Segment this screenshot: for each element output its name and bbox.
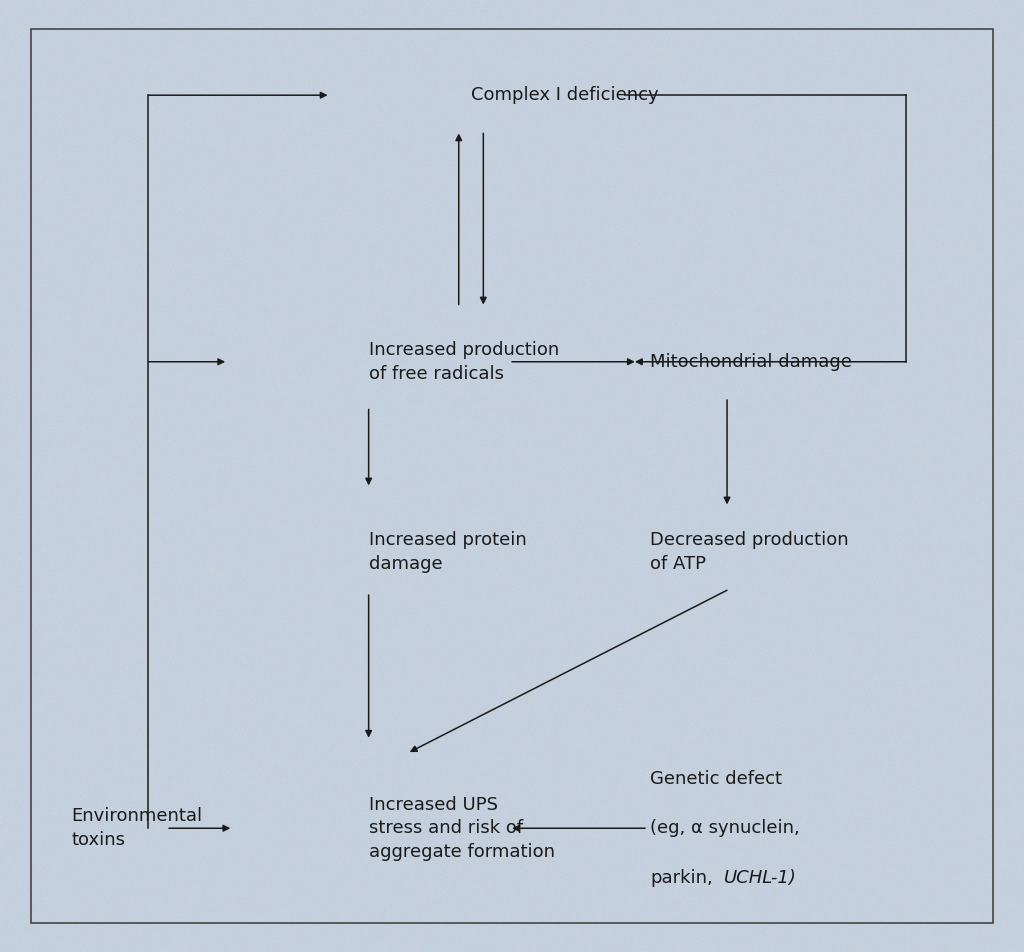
Text: parkin,: parkin, [650, 869, 713, 886]
Text: Environmental
toxins: Environmental toxins [72, 807, 203, 849]
Text: Increased production
of free radicals: Increased production of free radicals [369, 341, 559, 383]
Text: Increased UPS
stress and risk of
aggregate formation: Increased UPS stress and risk of aggrega… [369, 796, 555, 861]
Text: Complex I deficiency: Complex I deficiency [471, 87, 658, 104]
Text: Decreased production
of ATP: Decreased production of ATP [650, 531, 849, 573]
Text: (eg, α synuclein,: (eg, α synuclein, [650, 820, 800, 837]
Text: UCHL-1): UCHL-1) [724, 869, 797, 886]
Text: Mitochondrial damage: Mitochondrial damage [650, 353, 852, 370]
Text: Increased protein
damage: Increased protein damage [369, 531, 526, 573]
Text: Genetic defect: Genetic defect [650, 770, 782, 787]
